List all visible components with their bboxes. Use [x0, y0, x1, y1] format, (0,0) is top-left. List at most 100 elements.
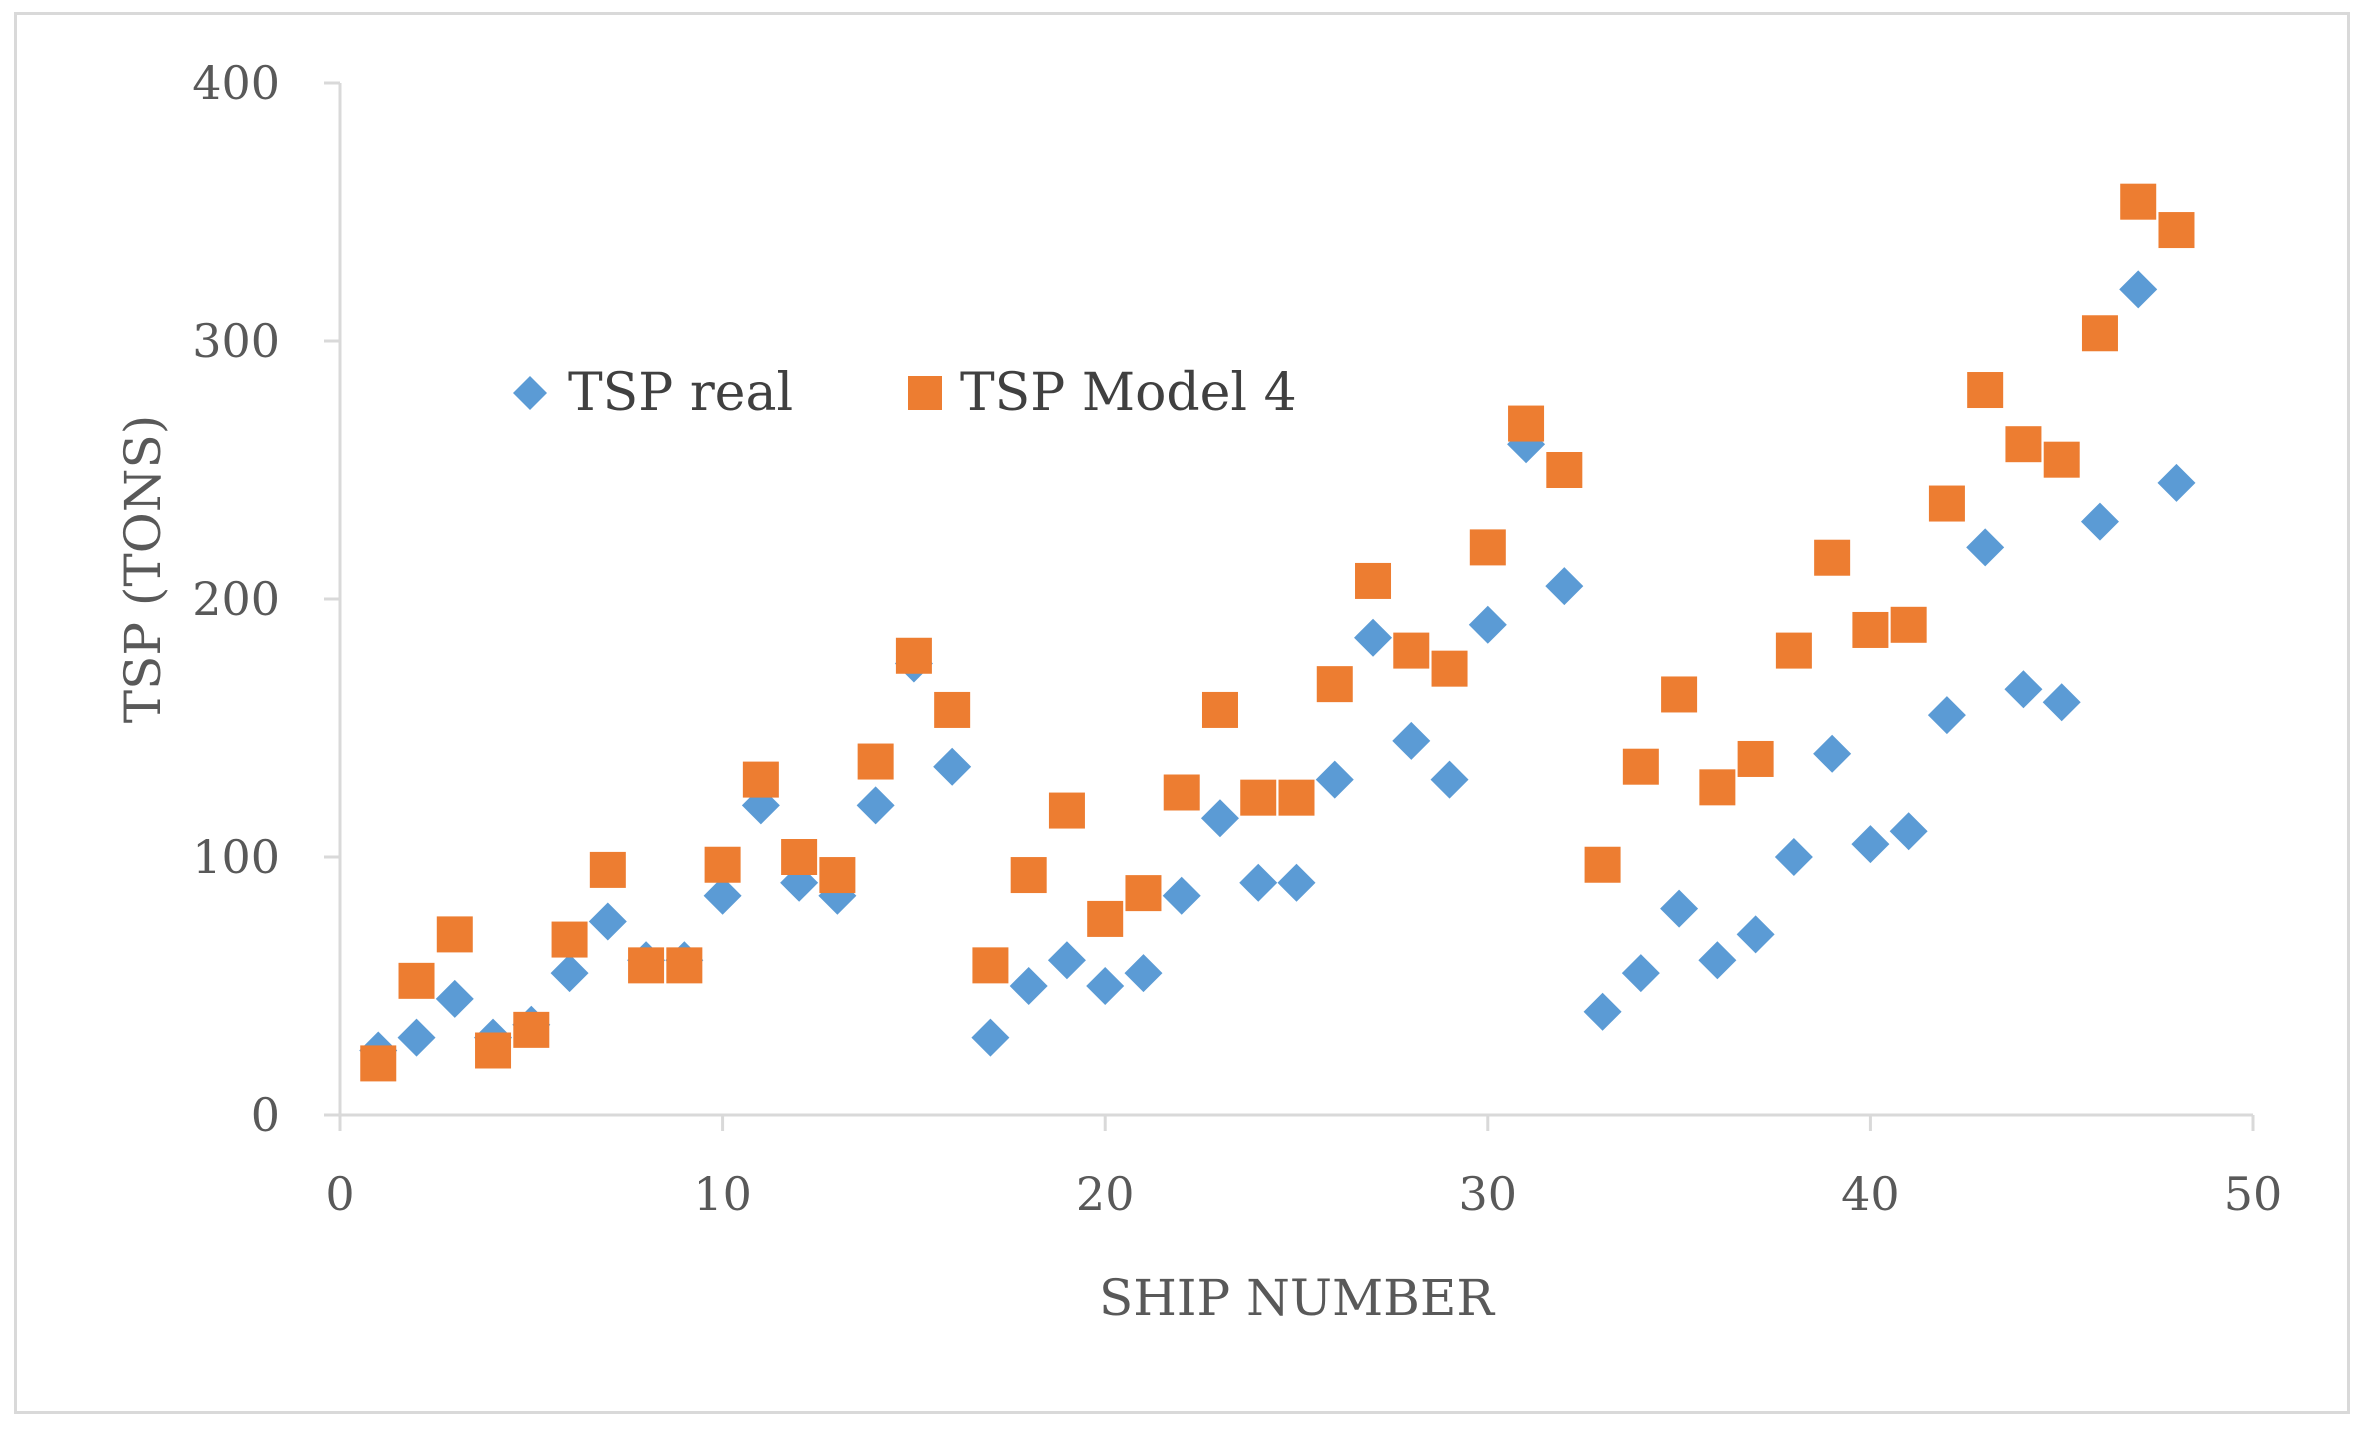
legend-label: TSP real	[568, 363, 793, 423]
tsp-model-4-point	[1316, 666, 1353, 703]
tsp-model-4-point	[589, 851, 626, 888]
x-tick-label: 10	[693, 1167, 752, 1221]
tsp-model-4-point	[1508, 405, 1545, 442]
tsp-model-4-point	[1240, 779, 1277, 816]
tsp-real-point	[1239, 863, 1278, 902]
tsp-model-4-point	[1469, 529, 1506, 566]
tsp-model-4-point	[398, 962, 435, 999]
tsp-model-4-point	[972, 947, 1009, 984]
y-axis-title: TSP (TONS)	[114, 415, 172, 724]
y-tick-label: 100	[192, 830, 280, 884]
tsp-model-4-point	[2081, 315, 2118, 352]
legend: TSP real TSP Model 4	[513, 363, 1297, 423]
axes	[338, 83, 2253, 1117]
y-tick-label: 0	[251, 1088, 280, 1142]
y-tick-label: 400	[192, 56, 280, 110]
tsp-real-point	[435, 979, 474, 1018]
y-axis-ticks: 0 100 200 300 400	[192, 56, 340, 1142]
tsp-real-point	[971, 1018, 1010, 1057]
tsp-model-4-point	[1048, 792, 1085, 829]
tsp-model-4-point	[1699, 769, 1736, 806]
tsp-real-point	[1813, 734, 1852, 773]
x-tick-label: 30	[1459, 1167, 1518, 1221]
tsp-model-4-point	[1584, 846, 1621, 883]
legend-diamond-icon	[513, 376, 547, 410]
tsp-model-4-point	[1546, 452, 1583, 488]
tsp-model-4-point	[1967, 372, 2004, 409]
tsp-model-4-point	[551, 921, 588, 958]
tsp-real-point	[1660, 889, 1699, 928]
tsp-real-point	[856, 786, 895, 825]
tsp-real-point	[1851, 825, 1890, 864]
tsp-model-4-point	[1355, 562, 1392, 599]
legend-item: TSP real	[513, 363, 793, 423]
tsp-real-point	[1774, 838, 1813, 876]
tsp-model-4-point	[2120, 183, 2157, 220]
tsp-real-point	[1354, 618, 1393, 657]
tsp-real-point	[397, 1018, 436, 1057]
tsp-model-4-point	[1661, 676, 1698, 713]
tsp-real-point	[1200, 799, 1239, 838]
tsp-real-point	[2119, 270, 2158, 309]
tsp-real-point	[1430, 760, 1469, 799]
y-tick-label: 300	[192, 314, 280, 368]
tsp-real-point	[1583, 992, 1622, 1031]
legend-label: TSP Model 4	[960, 363, 1297, 423]
tsp-model-4-point	[1890, 606, 1927, 643]
tsp-real-point	[1927, 696, 1966, 735]
tsp-model-4-point	[2158, 212, 2195, 249]
tsp-real-point	[1392, 721, 1431, 760]
tsp-real-point	[933, 747, 972, 786]
tsp-real-point	[1277, 863, 1316, 902]
tsp-real-point	[1009, 967, 1048, 1005]
tsp-model-4-point	[1393, 632, 1430, 669]
tsp-model-4-point	[1737, 740, 1774, 777]
tsp-real-point	[1468, 605, 1507, 644]
tsp-model-4-point	[1010, 857, 1047, 894]
x-tick-label: 40	[1841, 1167, 1900, 1221]
tsp-real-point	[1698, 941, 1737, 980]
tsp-model-4-point	[628, 947, 665, 984]
legend-item: TSP Model 4	[908, 363, 1297, 423]
legend-square-icon	[908, 376, 942, 410]
tsp-real-point	[588, 902, 627, 941]
tsp-real-point	[1315, 760, 1354, 799]
tsp-real-point	[550, 954, 589, 993]
tsp-real-point	[1047, 941, 1086, 980]
x-tick-label: 50	[2224, 1167, 2283, 1221]
tsp-model-4-point	[360, 1045, 397, 1082]
tsp-model-4-point	[781, 839, 818, 875]
tsp-model-4-point	[895, 637, 932, 674]
tsp-model-4-point	[1431, 650, 1468, 687]
tsp-model-4-point	[2043, 441, 2080, 478]
tsp-real-point	[1736, 915, 1775, 954]
tsp-model-4-point	[2005, 426, 2042, 463]
x-axis-title: SHIP NUMBER	[1099, 1269, 1495, 1327]
tsp-real-point	[2042, 683, 2081, 722]
tsp-real-point	[703, 876, 742, 915]
tsp-model-4-point	[934, 691, 971, 728]
tsp-real-point	[1124, 954, 1163, 993]
tsp-model-4-point	[1928, 485, 1965, 522]
tsp-model-4-point	[513, 1011, 550, 1048]
tsp-model-4-point	[1087, 900, 1124, 937]
tsp-model-4-point	[1278, 779, 1315, 816]
tsp-model-4-point	[666, 947, 703, 984]
tsp-real-point	[1889, 812, 1928, 851]
tsp-real-point	[1086, 967, 1125, 1005]
tsp-model-4-point	[475, 1032, 512, 1069]
tsp-real-point	[1966, 528, 2005, 567]
x-axis-ticks: 0 10 20 30 40 50	[325, 1115, 2282, 1221]
tsp-model-4-point	[1125, 875, 1162, 912]
tsp-model-4-point	[1622, 748, 1659, 785]
tsp-model-4-point	[1163, 774, 1200, 811]
tsp-real-point	[2157, 463, 2196, 502]
tsp-model-4-point	[742, 761, 779, 798]
y-tick-label: 200	[192, 572, 280, 626]
x-tick-label: 0	[325, 1167, 354, 1221]
series-tsp-model-4	[360, 183, 2195, 1082]
data-points	[359, 183, 2196, 1082]
tsp-model-4-point	[1852, 611, 1889, 648]
tsp-model-4-point	[1814, 539, 1851, 576]
